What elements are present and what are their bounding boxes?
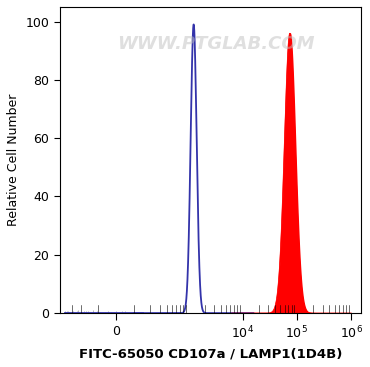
Y-axis label: Relative Cell Number: Relative Cell Number: [7, 94, 20, 226]
Text: WWW.PTGLAB.COM: WWW.PTGLAB.COM: [118, 35, 315, 53]
X-axis label: FITC-65050 CD107a / LAMP1(1D4B): FITC-65050 CD107a / LAMP1(1D4B): [78, 347, 342, 360]
